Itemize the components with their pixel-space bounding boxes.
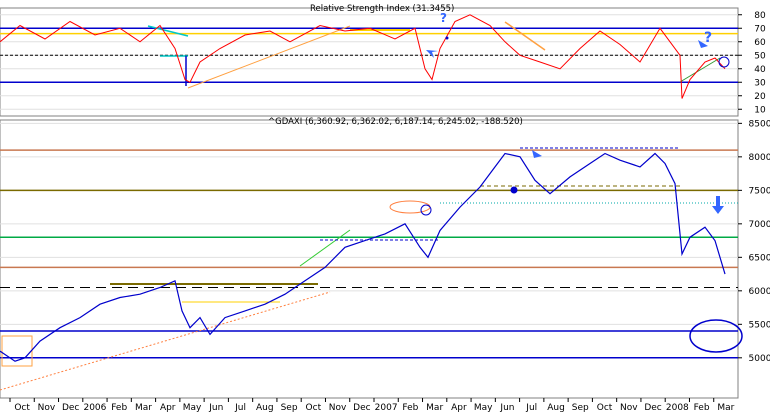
x-tick-label: May xyxy=(183,403,202,412)
rsi-trendline-cyan xyxy=(147,25,189,37)
price-smiley-icon xyxy=(420,204,432,216)
x-tick-label: Aug xyxy=(547,403,565,412)
price-y-tick-label: 8000 xyxy=(749,153,770,163)
price-reference-lines xyxy=(0,149,738,359)
price-y-tick-label: 6000 xyxy=(749,287,770,297)
x-tick-label: 2007 xyxy=(375,403,398,412)
x-tick-label: Mar xyxy=(135,403,152,412)
rsi-trendline-orange-up xyxy=(187,25,351,89)
rsi-y-tick-label: 40 xyxy=(754,65,766,75)
x-tick-label: Apr xyxy=(160,403,176,412)
rsi-y-tick-label: 70 xyxy=(754,24,766,34)
x-tick-label: Oct xyxy=(597,403,613,412)
x-tick-label: May xyxy=(474,403,493,412)
rsi-arrow-icon-1 xyxy=(426,50,438,58)
rsi-markers: ? ? xyxy=(426,11,730,68)
x-tick-label: Feb xyxy=(694,403,710,412)
x-tick-label: Nov xyxy=(329,403,347,412)
x-tick-label: Feb xyxy=(111,403,127,412)
x-tick-label: Dec xyxy=(62,403,79,412)
x-tick-label: Aug xyxy=(256,403,274,412)
price-y-tick-label: 7500 xyxy=(749,186,770,196)
rsi-y-tick-label: 80 xyxy=(754,11,766,21)
price-series-line xyxy=(0,152,726,362)
rsi-y-tick-label: 50 xyxy=(754,51,766,61)
rsi-y-tick-label: 10 xyxy=(754,105,766,115)
x-tick-label: Mar xyxy=(426,403,443,412)
x-tick-label: Apr xyxy=(451,403,467,412)
rsi-series-line xyxy=(0,14,726,99)
price-panel: ^GDAXI (6,360.92, 6,362.02, 6,187.14, 6,… xyxy=(0,117,770,412)
x-tick-label: 2008 xyxy=(666,403,689,412)
x-tick-label: Jun xyxy=(499,403,514,412)
rsi-blue-dot xyxy=(445,36,449,40)
price-arrow-icon-2 xyxy=(532,150,542,158)
x-tick-label: 2006 xyxy=(83,403,106,412)
x-tick-label: Feb xyxy=(402,403,418,412)
x-tick-label: Jul xyxy=(234,403,246,412)
x-tick-label: Sep xyxy=(572,403,589,412)
rsi-arrow-icon-2 xyxy=(698,40,708,48)
rsi-trendline-orange-down xyxy=(504,21,546,51)
rsi-y-tick-label: 30 xyxy=(754,78,766,88)
price-y-tick-label: 8500 xyxy=(749,119,770,129)
price-y-tick-label: 7000 xyxy=(749,220,770,230)
price-x-axis: Oct Nov Dec 2006 Feb Mar Apr May Jun Jul Aug Sep Oct… xyxy=(9,398,735,412)
x-tick-label: Sep xyxy=(281,403,298,412)
x-tick-label: Dec xyxy=(353,403,370,412)
rsi-smiley-icon xyxy=(718,56,730,68)
price-trendline-orange-dotted xyxy=(0,291,331,391)
price-annotations xyxy=(0,147,743,391)
x-tick-label: Nov xyxy=(38,403,56,412)
x-tick-label: Dec xyxy=(644,403,661,412)
price-plot-area xyxy=(0,119,739,399)
price-y-axis: 5000 5500 6000 6500 7000 7500 8000 8500 xyxy=(738,119,770,364)
rsi-panel: ? ? Relative Strength Index (31.3455) 10… xyxy=(0,4,766,117)
price-blue-dot-icon xyxy=(510,186,518,194)
price-y-tick-label: 5500 xyxy=(749,320,770,330)
price-ellipse-blue xyxy=(689,319,743,353)
price-box-oct2005 xyxy=(1,335,33,367)
x-tick-label: Nov xyxy=(620,403,638,412)
rsi-question-mark-2: ? xyxy=(704,30,712,46)
x-tick-label: Jul xyxy=(525,403,537,412)
rsi-y-axis: 10 20 30 40 50 60 70 80 xyxy=(738,11,766,115)
x-tick-label: Oct xyxy=(306,403,322,412)
rsi-trendline-annotations xyxy=(147,21,721,89)
price-y-tick-label: 5000 xyxy=(749,354,770,364)
rsi-y-tick-label: 20 xyxy=(754,92,766,102)
rsi-question-mark-1: ? xyxy=(440,11,447,25)
price-arrow-down-icon xyxy=(712,196,724,214)
x-tick-label: Jun xyxy=(208,403,223,412)
rsi-plot-area xyxy=(0,7,739,117)
rsi-title: Relative Strength Index (31.3455) xyxy=(310,4,454,14)
rsi-trendline-green-up xyxy=(679,57,721,83)
x-tick-label: Mar xyxy=(717,403,734,412)
price-trendline-green xyxy=(299,229,351,267)
price-title: ^GDAXI (6,360.92, 6,362.02, 6,187.14, 6,… xyxy=(268,117,523,127)
x-tick-label: Oct xyxy=(14,403,30,412)
rsi-y-tick-label: 60 xyxy=(754,38,766,48)
price-y-tick-label: 6500 xyxy=(749,253,770,263)
